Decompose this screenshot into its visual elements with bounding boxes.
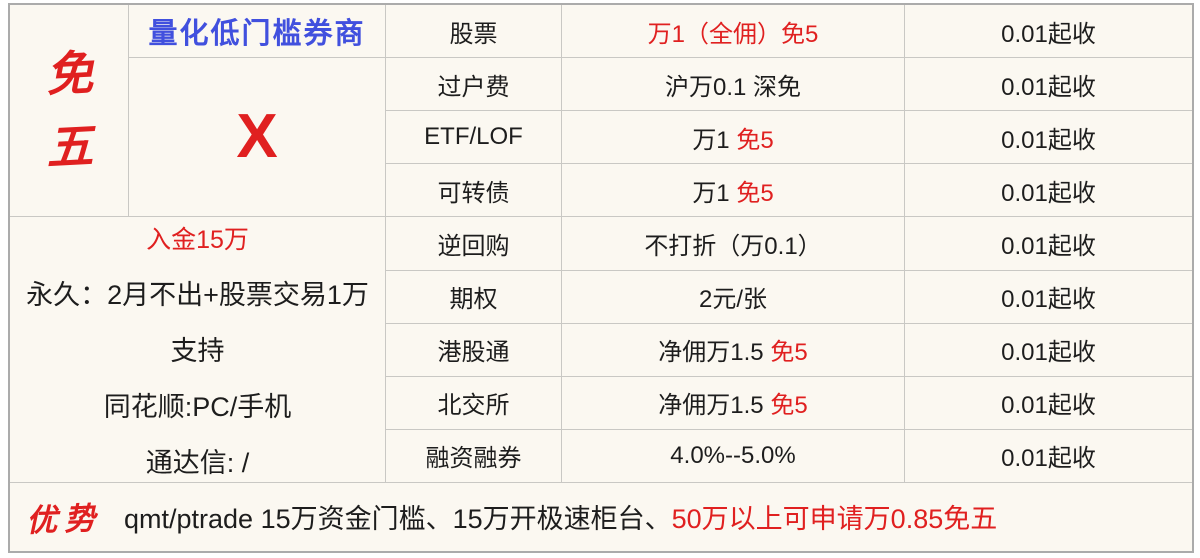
advantages-text-red: 50万以上可申请万0.85免五	[671, 504, 998, 535]
fee-min-label: 0.01起收	[1001, 392, 1096, 420]
fee-value-text: 4.0%--5.0%	[670, 442, 795, 470]
fee-min-label: 0.01起收	[1001, 20, 1096, 48]
fee-row-min: 0.01起收	[905, 164, 1192, 217]
advantages-text-plain: qmt/ptrade 15万资金门槛、15万开极速柜台、	[124, 504, 672, 535]
fee-value-red: 免5	[770, 339, 808, 367]
fee-row-name: 期权	[386, 270, 561, 323]
fee-row-value: 沪万0.1 深免	[562, 58, 904, 111]
fee-value-text: 沪万0.1 深免	[665, 67, 801, 102]
advantages-label: 优势	[25, 501, 103, 540]
deposit-note: 入金15万	[146, 225, 249, 254]
fee-name-label: 北交所	[437, 392, 510, 420]
fee-min-label: 0.01起收	[1001, 126, 1096, 154]
fee-row-value: 2元/张	[562, 270, 904, 323]
badge-char-1: 免	[44, 45, 94, 103]
fee-row-value: 净佣万1.5 免5	[562, 376, 904, 429]
fee-row-value: 不打折（万0.1）	[562, 217, 904, 270]
fee-name-label: 港股通	[437, 339, 510, 367]
fee-value-text: 万1 免5	[692, 173, 773, 208]
fee-value-text: 净佣万1.5 免5	[658, 332, 807, 367]
fee-name-label: ETF/LOF	[424, 123, 523, 151]
advantages-row: 优势 qmt/ptrade 15万资金门槛、15万开极速柜台、50万以上可申请万…	[10, 482, 1192, 551]
fee-min-label: 0.01起收	[1001, 73, 1096, 101]
x-mark-cell: X	[129, 58, 385, 217]
fee-value-red: 免5	[770, 392, 808, 420]
badge-char-2: 五	[44, 118, 94, 176]
fee-row-min: 0.01起收	[905, 270, 1192, 323]
fee-value-plain: 2元/张	[698, 286, 767, 314]
fee-row-min: 0.01起收	[905, 429, 1192, 482]
fee-value-plain: 4.0%--5.0%	[670, 441, 796, 469]
fee-table: 免 五 量化低门槛券商 X 入金15万 永久：2月不出+股票交易1万 支持 同花…	[8, 3, 1194, 553]
fee-value-text: 万1 免5	[692, 120, 773, 155]
broker-type-header: 量化低门槛券商	[129, 5, 385, 58]
fee-value-text: 净佣万1.5 免5	[658, 385, 807, 420]
fee-value-red: 免5	[736, 179, 774, 207]
fee-row-name: 股票	[386, 5, 561, 58]
fee-row-name: 过户费	[386, 58, 561, 111]
fee-row-min: 0.01起收	[905, 5, 1192, 58]
fee-row-min: 0.01起收	[905, 376, 1192, 429]
fee-row-name: 融资融券	[386, 429, 561, 482]
fee-name-label: 期权	[449, 286, 498, 314]
fee-row-value: 万1（全佣）免5	[562, 5, 904, 58]
condition-line-4: 通达信: /	[145, 447, 250, 478]
fee-name-label: 股票	[449, 20, 498, 48]
fee-name-label: 融资融券	[425, 445, 522, 473]
fee-value-plain: 沪万0.1 深免	[664, 73, 802, 101]
badge-mianwu: 免 五	[10, 5, 128, 217]
fee-row-value: 万1 免5	[562, 164, 904, 217]
fee-row-min: 0.01起收	[905, 58, 1192, 111]
broker-type-label: 量化低门槛券商	[148, 18, 366, 51]
fee-value-plain: 净佣万1.5	[658, 392, 771, 420]
x-mark: X	[236, 102, 278, 172]
condition-line-2: 支持	[170, 335, 225, 366]
fee-min-label: 0.01起收	[1001, 232, 1096, 260]
fee-value-text: 2元/张	[699, 279, 767, 314]
fee-row-value: 万1 免5	[562, 111, 904, 164]
fee-name-label: 逆回购	[437, 232, 510, 260]
fee-name-label: 可转债	[437, 179, 510, 207]
fee-value-plain: 净佣万1.5	[658, 339, 771, 367]
advantages-text: qmt/ptrade 15万资金门槛、15万开极速柜台、50万以上可申请万0.8…	[124, 497, 997, 536]
fee-row-min: 0.01起收	[905, 111, 1192, 164]
fee-min-label: 0.01起收	[1001, 286, 1096, 314]
fee-value-plain: 万1	[692, 179, 737, 207]
fee-min-label: 0.01起收	[1001, 445, 1096, 473]
condition-line-3: 同花顺:PC/手机	[103, 391, 292, 422]
fee-row-name: 港股通	[386, 323, 561, 376]
fee-value-text: 万1（全佣）免5	[648, 14, 819, 49]
fee-row-value: 4.0%--5.0%	[562, 429, 904, 482]
fee-value-plain: 不打折（万0.1）	[644, 232, 822, 260]
fee-value-plain: 万1	[692, 126, 737, 154]
fee-row-name: ETF/LOF	[386, 111, 561, 164]
fee-row-name: 逆回购	[386, 217, 561, 270]
fee-row-min: 0.01起收	[905, 217, 1192, 270]
fee-value-red: 万1（全佣）免5	[647, 20, 819, 48]
fee-value-red: 免5	[736, 126, 774, 154]
fee-min-label: 0.01起收	[1001, 179, 1096, 207]
fee-row-min: 0.01起收	[905, 323, 1192, 376]
fee-value-text: 不打折（万0.1）	[644, 226, 821, 261]
fee-row-name: 可转债	[386, 164, 561, 217]
fee-name-label: 过户费	[437, 73, 510, 101]
conditions-panel: 入金15万 永久：2月不出+股票交易1万 支持 同花顺:PC/手机 通达信: /	[10, 217, 385, 482]
condition-line-1: 永久：2月不出+股票交易1万	[26, 279, 369, 310]
fee-row-value: 净佣万1.5 免5	[562, 323, 904, 376]
fee-row-name: 北交所	[386, 376, 561, 429]
fee-min-label: 0.01起收	[1001, 339, 1096, 367]
